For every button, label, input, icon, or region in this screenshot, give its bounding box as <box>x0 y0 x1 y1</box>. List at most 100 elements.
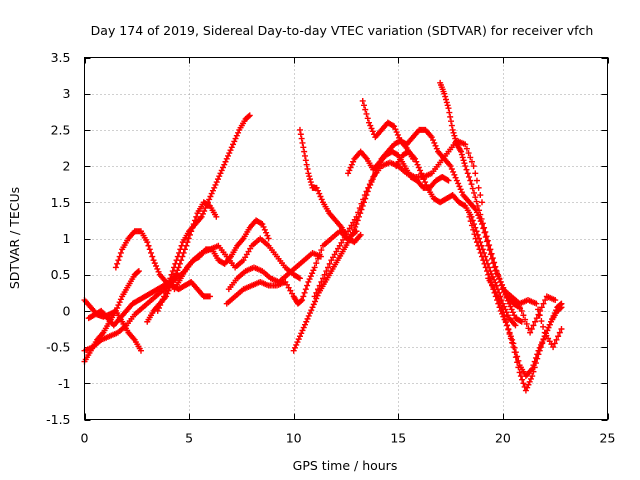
data-point <box>313 289 320 296</box>
data-point <box>157 302 164 309</box>
data-point <box>449 126 456 133</box>
data-point <box>217 170 224 177</box>
data-point <box>532 318 539 325</box>
data-point <box>193 213 200 220</box>
data-point <box>308 307 315 314</box>
data-point <box>498 282 505 289</box>
data-point <box>301 152 308 159</box>
data-point <box>389 122 396 129</box>
data-point <box>149 253 156 260</box>
data-point <box>309 270 316 277</box>
data-point <box>511 349 518 356</box>
data-point <box>226 150 233 157</box>
data-point <box>151 260 158 267</box>
data-point <box>222 158 229 165</box>
data-point <box>393 129 400 136</box>
data-point <box>548 318 555 325</box>
data-point <box>518 318 525 325</box>
data-point <box>483 233 490 240</box>
axis-tick-labels: 0 5 10 15 20 25 -1.5 -1 -0.5 0 0.5 1 1.5 2 2.5 3 3.5 <box>46 50 615 446</box>
data-point <box>546 321 553 328</box>
data-point <box>263 229 270 236</box>
data-point <box>491 264 498 271</box>
data-point <box>357 231 364 238</box>
data-point <box>303 161 310 168</box>
data-point <box>558 300 565 307</box>
data-point <box>367 122 374 129</box>
data-point <box>442 93 449 100</box>
data-point <box>313 184 320 191</box>
data-point <box>309 304 316 311</box>
data-point <box>496 297 503 304</box>
data-point <box>504 312 511 319</box>
data-point <box>261 226 268 233</box>
data-point <box>456 183 463 190</box>
data-point <box>489 273 496 280</box>
data-point <box>459 154 466 161</box>
data-point <box>314 187 321 194</box>
data-point <box>359 97 366 104</box>
data-point <box>491 286 498 293</box>
data-point <box>310 267 317 274</box>
data-point <box>500 309 507 316</box>
data-point <box>458 151 465 158</box>
data-point <box>155 305 162 312</box>
data-point <box>171 264 178 271</box>
data-point <box>116 253 123 260</box>
data-point <box>350 158 357 165</box>
data-point <box>530 322 537 329</box>
data-point <box>491 259 498 266</box>
data-point <box>549 315 556 322</box>
data-point <box>535 351 542 358</box>
data-point <box>223 155 230 162</box>
data-point <box>464 170 471 177</box>
data-point <box>296 333 303 340</box>
data-point <box>466 213 473 220</box>
data-point <box>364 115 371 122</box>
data-point <box>486 242 493 249</box>
data-point <box>166 278 173 285</box>
data-point <box>517 318 524 325</box>
data-point <box>225 152 232 159</box>
data-point <box>451 171 458 178</box>
data-point <box>538 318 545 325</box>
data-point <box>296 126 303 133</box>
data-point <box>154 307 161 314</box>
data-point <box>348 232 355 239</box>
data-point <box>314 286 321 293</box>
data-point <box>302 157 309 164</box>
data-point <box>148 249 155 256</box>
data-point <box>534 355 541 362</box>
series-track-15 <box>359 97 523 311</box>
data-point <box>489 255 496 262</box>
data-point <box>515 364 522 371</box>
data-point <box>394 131 401 138</box>
data-point <box>114 305 121 312</box>
data-point <box>461 160 468 167</box>
data-point <box>540 300 547 307</box>
data-point <box>509 339 516 346</box>
data-point <box>298 330 305 337</box>
data-point <box>478 199 485 206</box>
data-point <box>365 184 372 191</box>
data-point <box>458 189 465 196</box>
data-point <box>300 324 307 331</box>
data-point <box>448 122 455 129</box>
data-point <box>482 234 489 241</box>
data-point <box>363 110 370 117</box>
data-point <box>527 375 534 382</box>
data-point <box>478 253 485 260</box>
data-point <box>306 276 313 283</box>
data-point <box>478 215 485 222</box>
data-point <box>475 184 482 191</box>
data-point <box>366 119 373 126</box>
data-point <box>444 102 451 109</box>
data-point <box>496 275 503 282</box>
data-point <box>164 282 171 289</box>
data-point <box>467 218 474 225</box>
data-point <box>296 275 303 282</box>
data-point <box>116 299 123 306</box>
data-point <box>294 339 301 346</box>
data-point <box>552 297 559 304</box>
data-point <box>312 298 319 305</box>
